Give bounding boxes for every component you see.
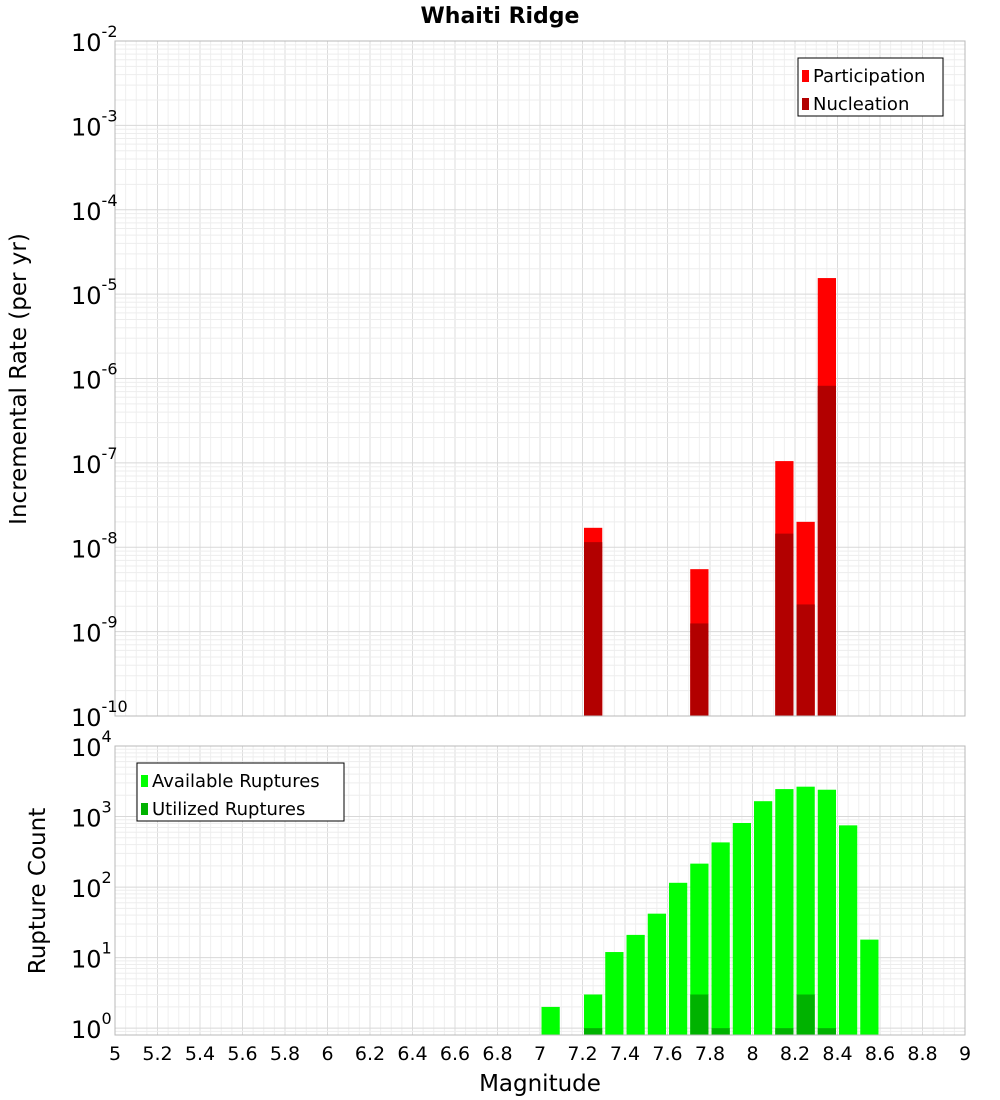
y-tick-label: 10-4	[71, 191, 118, 226]
x-tick-label: 9	[959, 1043, 971, 1065]
bar-nucleation	[775, 533, 794, 716]
y-tick-label: 104	[71, 727, 112, 762]
legend-box	[797, 57, 944, 117]
y-tick-label: 103	[71, 798, 112, 833]
y-tick-label: 10-9	[71, 613, 118, 648]
y-tick-label: 100	[71, 1009, 112, 1044]
bar-available-ruptures	[647, 913, 666, 1035]
y-tick-label: 10-7	[71, 444, 118, 479]
y-tick-label: 10-5	[71, 275, 118, 310]
legend-swatch	[802, 98, 809, 110]
bar-available-ruptures	[817, 789, 836, 1035]
legend: Available Ruptures Utilized Ruptures	[136, 762, 345, 822]
bar-available-ruptures	[541, 1006, 560, 1035]
x-tick-label: 7.4	[610, 1043, 640, 1065]
chart-title: Whaiti Ridge	[421, 4, 580, 29]
x-tick-label: 5.6	[227, 1043, 257, 1065]
y-tick-label: 10-8	[71, 528, 118, 563]
y-tick-label: 101	[71, 939, 112, 974]
x-tick-label: 7.6	[652, 1043, 682, 1065]
x-tick-label: 6.4	[397, 1043, 427, 1065]
x-tick-label: 5.8	[270, 1043, 300, 1065]
bar-utilized-ruptures	[796, 994, 815, 1035]
bar-utilized-ruptures	[711, 1028, 730, 1035]
y-tick-label: 10-6	[71, 360, 118, 395]
bar-utilized-ruptures	[817, 1028, 836, 1035]
legend-swatch	[141, 803, 148, 815]
bar-available-ruptures	[711, 842, 730, 1035]
x-tick-label: 7	[534, 1043, 546, 1065]
bar-utilized-ruptures	[775, 1028, 794, 1035]
legend-label: Participation	[813, 66, 925, 87]
x-tick-label: 5.2	[142, 1043, 172, 1065]
y-axis-label-rate: Incremental Rate (per yr)	[6, 233, 32, 525]
y-tick-label: 10-10	[71, 697, 128, 732]
bar-available-ruptures	[860, 939, 879, 1035]
x-tick-label: 6	[321, 1043, 333, 1065]
bar-available-ruptures	[605, 952, 624, 1035]
bar-available-ruptures	[584, 994, 603, 1035]
bar-available-ruptures	[754, 801, 773, 1035]
bar-available-ruptures	[626, 934, 645, 1035]
x-tick-label: 5.4	[185, 1043, 215, 1065]
x-tick-label: 8.8	[907, 1043, 937, 1065]
bar-nucleation	[584, 542, 603, 716]
bar-nucleation	[796, 604, 815, 716]
x-axis-label: Magnitude	[479, 1071, 601, 1097]
x-tick-label: 8	[746, 1043, 758, 1065]
bar-available-ruptures	[669, 882, 688, 1035]
bar-utilized-ruptures	[690, 994, 709, 1035]
x-tick-label: 7.2	[567, 1043, 597, 1065]
legend-label: Utilized Ruptures	[152, 799, 305, 820]
y-tick-label: 10-3	[71, 106, 118, 141]
bar-utilized-ruptures	[584, 1028, 603, 1035]
legend-swatch	[802, 70, 809, 82]
plot-frame	[114, 40, 966, 717]
bar-available-ruptures	[839, 825, 858, 1035]
y-tick-label: 10-2	[71, 22, 118, 57]
legend-label: Nucleation	[813, 94, 909, 115]
bar-available-ruptures	[775, 789, 794, 1035]
x-tick-label: 7.8	[695, 1043, 725, 1065]
x-tick-label: 6.6	[440, 1043, 470, 1065]
y-tick-label: 102	[71, 868, 112, 903]
bar-available-ruptures	[796, 786, 815, 1035]
legend: Participation Nucleation	[797, 57, 944, 117]
x-tick-label: 8.2	[780, 1043, 810, 1065]
y-axis-label-count: Rupture Count	[25, 808, 51, 974]
x-tick-label: 6.2	[355, 1043, 385, 1065]
legend-label: Available Ruptures	[152, 771, 320, 792]
legend-swatch	[141, 775, 148, 787]
count-plot: 100 101 102 103 104 5 5.2 5.4 5.6 5.8 6 6.2 6.4 6.6 6.…	[71, 727, 971, 1065]
bar-nucleation	[690, 623, 709, 716]
x-tick-label: 6.8	[482, 1043, 512, 1065]
bar-available-ruptures	[732, 822, 751, 1035]
bar-available-ruptures	[690, 863, 709, 1035]
plot-frame	[114, 745, 966, 1036]
bar-nucleation	[817, 385, 836, 716]
x-tick-label: 8.4	[822, 1043, 852, 1065]
x-tick-label: 5	[109, 1043, 121, 1065]
rate-plot: 10-10 10-9 10-8 10-7 10-6 10-5 10-4 10-3 10-2 Par…	[71, 22, 966, 732]
legend-box	[136, 762, 345, 822]
x-tick-label: 8.6	[865, 1043, 895, 1065]
